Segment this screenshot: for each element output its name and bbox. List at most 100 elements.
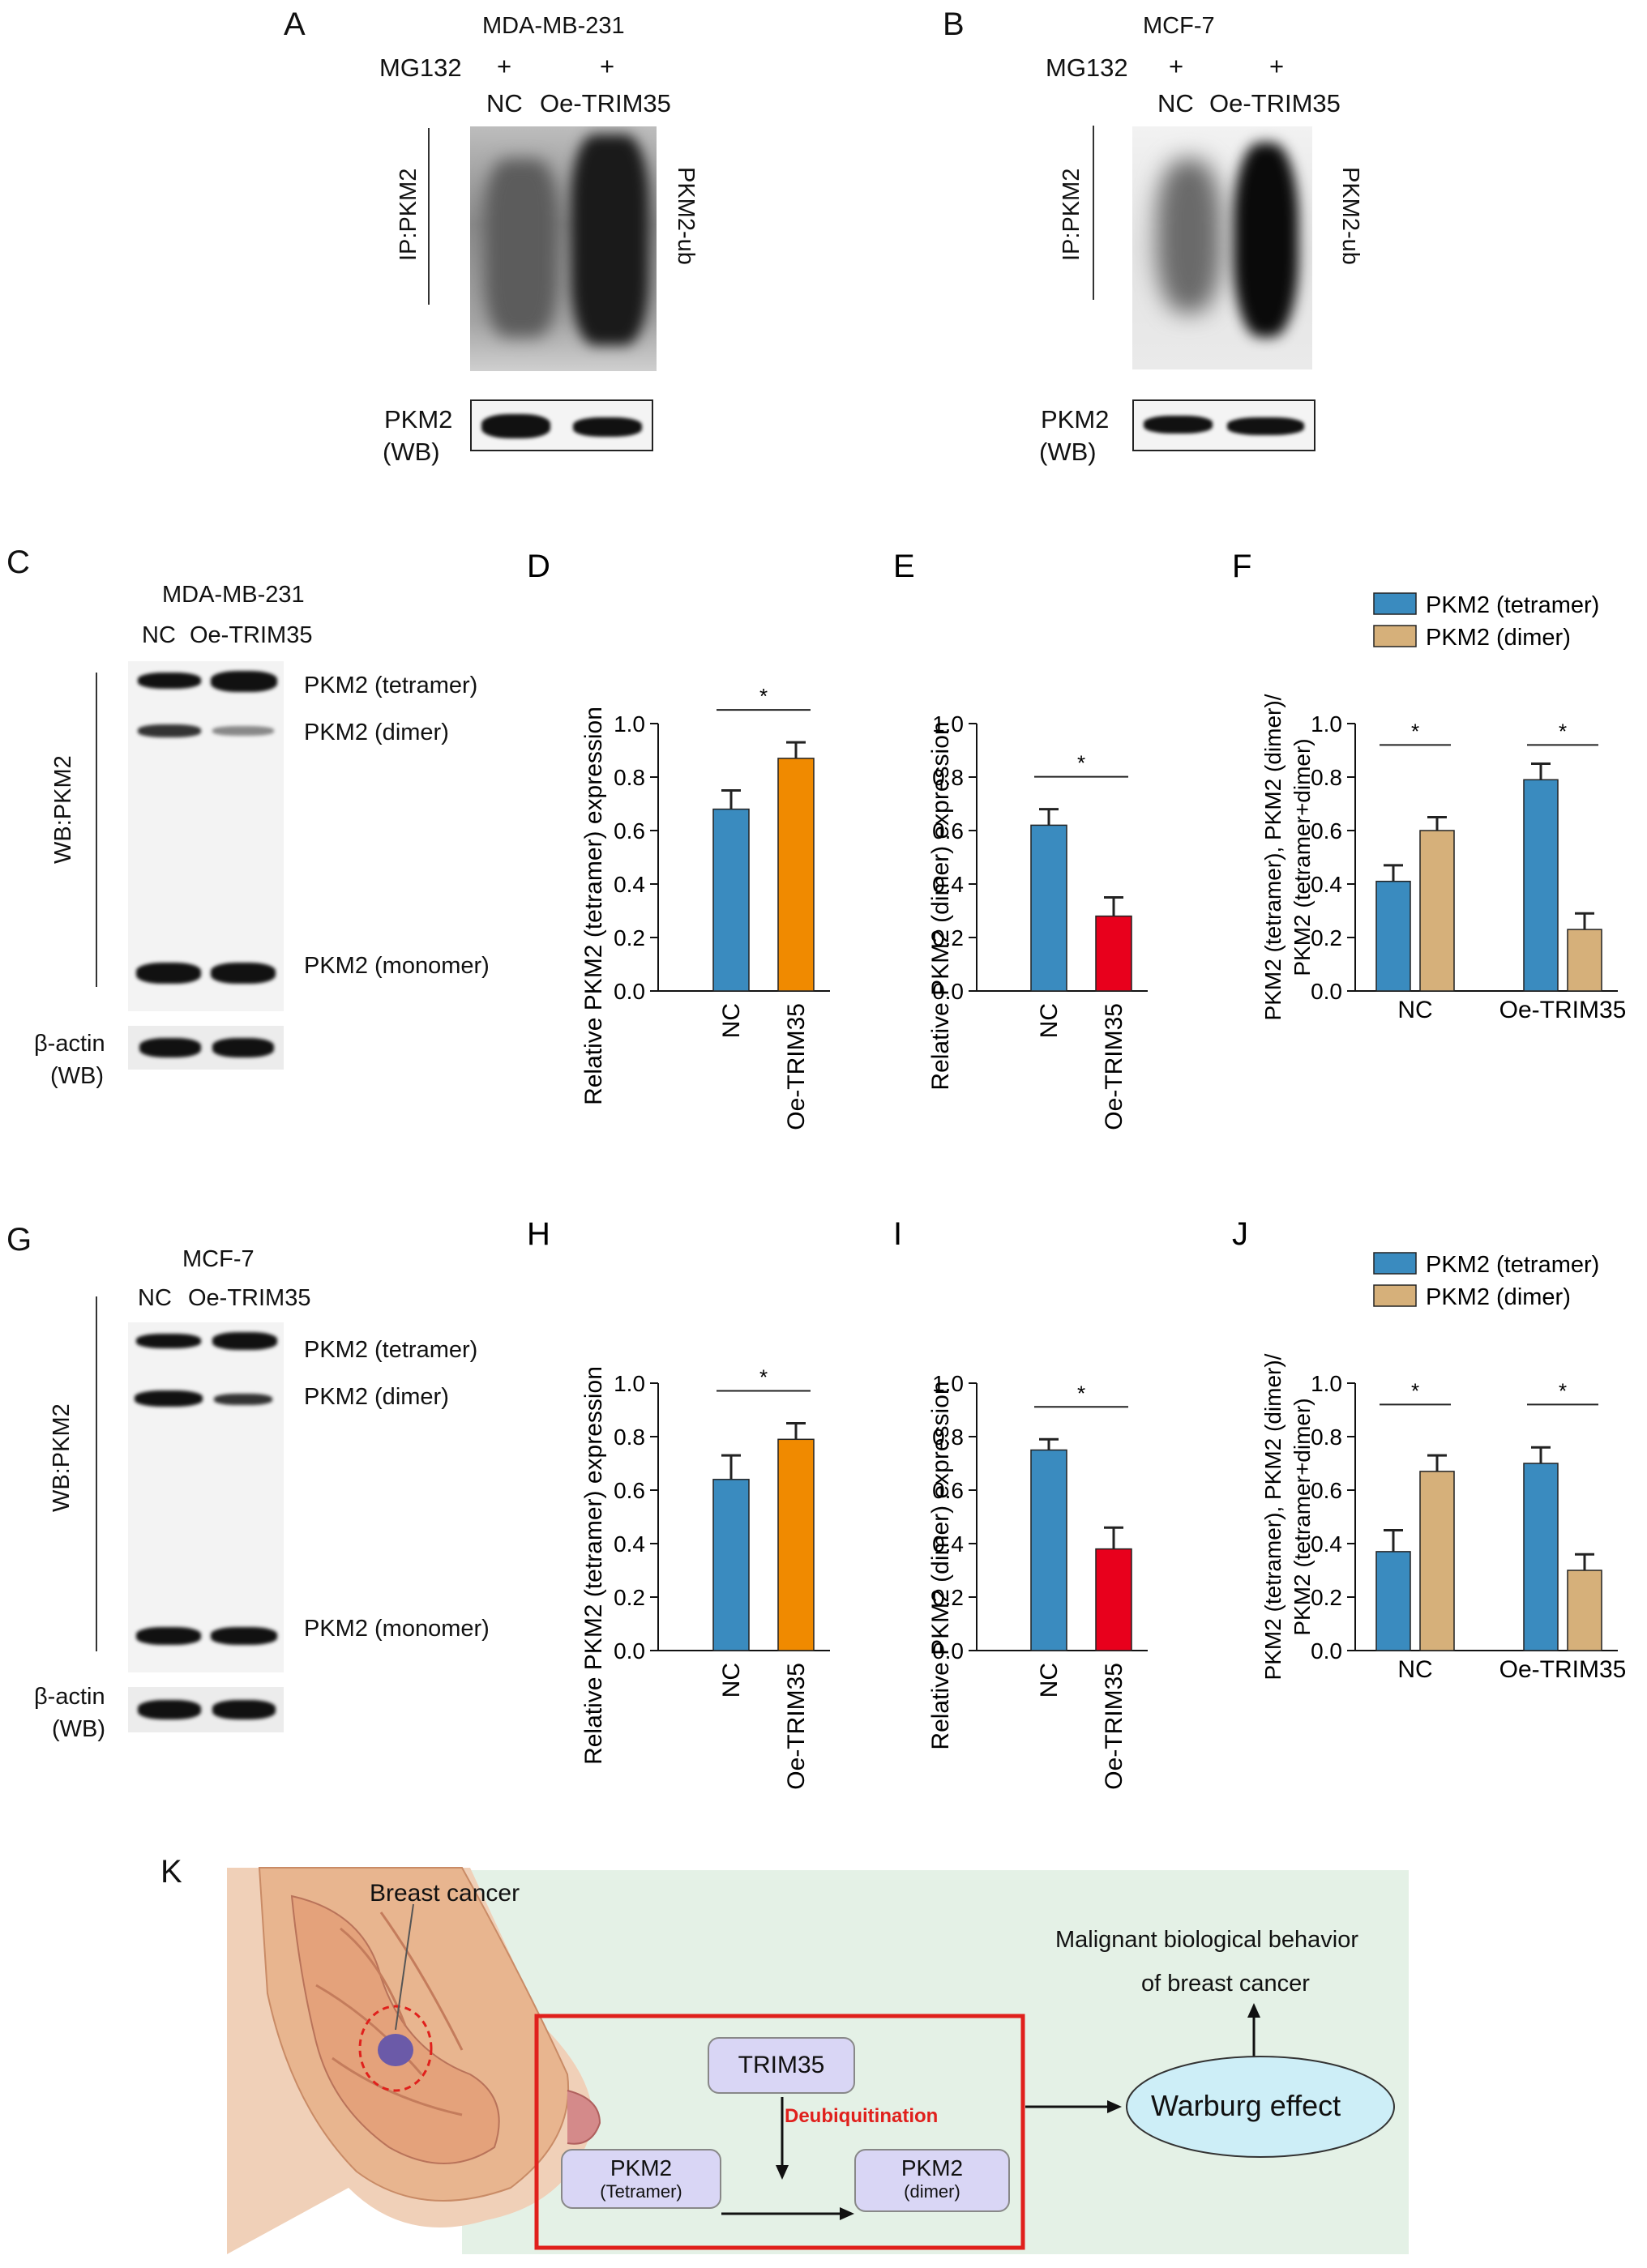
chart-j-sig-star-1: * (1559, 1378, 1567, 1403)
chart-d-tick-label: 1.0 (614, 711, 645, 737)
pkm2-dimer-label-2: (dimer) (904, 2181, 960, 2202)
chart-h-sig-star: * (759, 1365, 768, 1390)
panel-c-band-dimer: PKM2 (dimer) (304, 720, 449, 745)
panel-a-mg132-label: MG132 (379, 53, 462, 82)
breast-anatomy-image (227, 1867, 601, 2254)
chart-j-tick-label: 0.0 (1311, 1638, 1342, 1664)
panel-b-lane-oe: Oe-TRIM35 (1209, 89, 1341, 117)
pkm2-dimer-label-1: PKM2 (901, 2155, 964, 2180)
panel-g-blot (128, 1322, 284, 1672)
chart-j-legend-label-0: PKM2 (tetramer) (1426, 1252, 1599, 1278)
panel-c-bracket (96, 673, 97, 987)
panel-b-bracket (1093, 126, 1094, 300)
chart-h-category-0: NC (718, 1663, 745, 1698)
chart-f-tick-label: 0.6 (1311, 818, 1342, 844)
pkm2-tetramer-box: PKM2 (Tetramer) (561, 2149, 721, 2209)
panel-c-actin-label-2: (WB) (50, 1063, 105, 1089)
panel-c-cell-line: MDA-MB-231 (162, 582, 305, 608)
chart-d-ylabel: Relative PKM2 (tetramer) expression (580, 707, 607, 1105)
chart-f-tick-label: 0.2 (1311, 925, 1342, 950)
panel-b-cell-line: MCF-7 (1143, 13, 1215, 39)
chart-j-tick-label: 1.0 (1311, 1371, 1342, 1396)
chart-i-sig-star: * (1077, 1381, 1085, 1405)
chart-e-bar-1 (1095, 915, 1132, 992)
chart-f-sig-star-0: * (1411, 719, 1419, 743)
chart-e-category-0: NC (1036, 1003, 1063, 1038)
chart-j-bar-0-1 (1419, 1471, 1455, 1651)
malignant-label-1: Malignant biological behavior (1055, 1927, 1359, 1953)
chart-h-tick-label: 0.6 (614, 1478, 645, 1503)
panel-c-actin-label-1: β-actin (34, 1031, 105, 1057)
chart-f-bar-1-1 (1567, 929, 1602, 992)
panel-letter-e: E (893, 549, 915, 584)
chart-d-tick-label: 0.0 (614, 979, 645, 1004)
chart-d-tick-label: 0.4 (614, 872, 645, 897)
chart-d-tick-label: 0.2 (614, 925, 645, 950)
panel-b-mg132-label: MG132 (1046, 53, 1128, 82)
panel-letter-b: B (943, 6, 965, 42)
chart-e-tick-label: 0.2 (932, 925, 964, 950)
panel-b-lane-nc: NC (1157, 89, 1194, 117)
chart-e-tick-label: 0.8 (932, 765, 964, 790)
chart-e-tick-label: 0.4 (932, 872, 964, 897)
panel-b-wb-label-1: PKM2 (1041, 405, 1110, 434)
chart-f-legend-label-0: PKM2 (tetramer) (1426, 592, 1599, 618)
trim35-label: TRIM35 (738, 2052, 825, 2078)
panel-a-lane-nc: NC (486, 89, 523, 117)
panel-a-plus-1: + (497, 52, 512, 80)
chart-h-tick-label: 0.2 (614, 1585, 645, 1610)
chart-e-tick-label: 1.0 (932, 711, 964, 737)
chart-i-tick-label: 1.0 (932, 1371, 964, 1396)
panel-letter-k: K (160, 1854, 182, 1890)
pkm2-dimer-box: PKM2 (dimer) (854, 2149, 1010, 2212)
panel-letter-f: F (1232, 549, 1251, 584)
chart-e-category-1: Oe-TRIM35 (1101, 1003, 1127, 1130)
chart-h-tick-label: 0.4 (614, 1531, 645, 1557)
panel-c-lane-oe: Oe-TRIM35 (190, 622, 313, 648)
panel-c-lane-nc: NC (142, 622, 176, 648)
chart-h-bar-0 (712, 1479, 750, 1651)
breast-cancer-label: Breast cancer (370, 1880, 520, 1907)
chart-e-tick-label: 0.6 (932, 818, 964, 844)
chart-d-sig-star: * (759, 684, 768, 708)
chart-f-category-0: NC (1397, 997, 1432, 1023)
panel-a-plus-2: + (600, 52, 615, 80)
panel-b-plus-1: + (1169, 52, 1184, 80)
panel-a-bracket (428, 128, 430, 305)
chart-h-category-1: Oe-TRIM35 (783, 1663, 810, 1790)
panel-g-band-monomer: PKM2 (monomer) (304, 1616, 490, 1642)
chart-f-tick-label: 0.4 (1311, 872, 1342, 897)
malignant-label-2: of breast cancer (1141, 1971, 1310, 1997)
panel-g-actin-blot (128, 1687, 284, 1732)
chart-j-tick-label: 0.6 (1311, 1478, 1342, 1503)
panel-letter-g: G (6, 1222, 32, 1258)
chart-i-category-0: NC (1036, 1663, 1063, 1698)
chart-f-tick-label: 0.8 (1311, 765, 1342, 790)
chart-f-legend-swatch-0 (1373, 592, 1417, 615)
chart-f-tick-label: 1.0 (1311, 711, 1342, 737)
panel-g-cell-line: MCF-7 (182, 1246, 255, 1272)
panel-a-wb-label-1: PKM2 (384, 405, 453, 434)
chart-j-bar-1-1 (1567, 1570, 1602, 1651)
warburg-ellipse (1126, 2056, 1395, 2158)
chart-j-tick-label: 0.8 (1311, 1424, 1342, 1450)
chart-j-bar-0-0 (1375, 1551, 1411, 1651)
chart-i-bar-1 (1095, 1548, 1132, 1651)
pkm2-tetramer-label-2: (Tetramer) (600, 2181, 682, 2202)
panel-letter-c: C (6, 545, 30, 580)
chart-f-ylabel-2: PKM2 (tetramer+dimer) (1290, 738, 1315, 976)
chart-j-bar-1-0 (1523, 1463, 1559, 1651)
chart-e-sig-star: * (1077, 751, 1085, 775)
chart-j-category-1: Oe-TRIM35 (1499, 1656, 1627, 1683)
chart-f-bar-0-0 (1375, 880, 1411, 992)
panel-c-blot (128, 661, 284, 1011)
chart-f-legend-swatch-1 (1373, 625, 1417, 647)
panel-b-wb-blot (1132, 399, 1315, 451)
panel-b-ub-blot (1132, 126, 1312, 369)
chart-e-ylabel: Relative PKM2 (dimer) expression (927, 721, 954, 1090)
chart-j-tick-label: 0.4 (1311, 1531, 1342, 1557)
chart-j-ylabel-1: PKM2 (tetramer), PKM2 (dimer)/ (1260, 1353, 1286, 1680)
panel-g-lane-oe: Oe-TRIM35 (188, 1285, 311, 1311)
panel-b-plus-2: + (1269, 52, 1285, 80)
chart-f-legend-label-1: PKM2 (dimer) (1426, 625, 1571, 651)
